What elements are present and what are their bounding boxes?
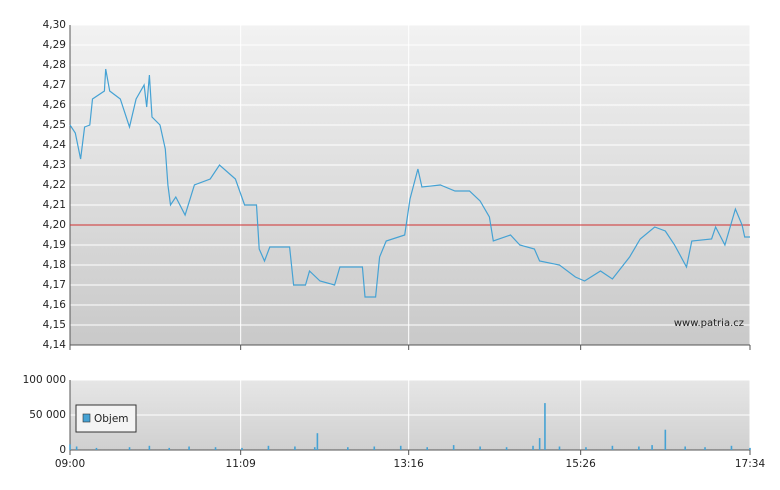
y-tick-label: 4,29 (43, 39, 66, 51)
volume-bar (532, 445, 534, 450)
volume-bar (664, 429, 667, 450)
y-tick-label: 4,20 (43, 219, 66, 231)
volume-bar (75, 446, 78, 450)
y-tick-label: 4,21 (43, 199, 66, 211)
volume-bar (128, 447, 131, 450)
volume-bar (313, 447, 316, 450)
volume-bar (148, 445, 151, 450)
volume-bar (347, 447, 349, 450)
volume-bar (479, 446, 481, 450)
y-tick-label: 4,15 (43, 319, 66, 331)
x-tick-label: 11:09 (226, 458, 256, 470)
x-tick-label: 15:26 (566, 458, 597, 470)
y-tick-label: 4,18 (43, 259, 66, 271)
price-line (69, 68, 750, 298)
y-tick-label: 4,19 (43, 239, 66, 251)
volume-bar (188, 446, 190, 450)
y-tick-label: 4,22 (43, 179, 66, 191)
watermark: www.patria.cz (674, 318, 744, 329)
y-tick-label: 50 000 (29, 409, 66, 421)
y-tick-label: 4,30 (43, 19, 66, 31)
y-tick-label: 4,27 (43, 79, 66, 91)
volume-bar (294, 446, 296, 450)
y-tick-label: 4,23 (43, 159, 66, 171)
volume-bar (684, 446, 686, 450)
volume-bar (538, 438, 541, 450)
volume-bar (730, 445, 733, 450)
y-tick-label: 4,26 (43, 99, 67, 111)
volume-bar (704, 447, 706, 450)
volume-bar (749, 447, 751, 450)
x-tick-label: 09:00 (55, 458, 85, 470)
y-tick-label: 4,24 (43, 139, 67, 151)
volume-bar (168, 447, 171, 450)
volume-bar (95, 447, 98, 450)
y-tick-label: 0 (59, 444, 66, 456)
volume-bar (585, 447, 587, 450)
volume-bar (399, 445, 402, 450)
volume-bar (426, 447, 428, 450)
volume-bar (505, 447, 508, 450)
y-tick-label: 4,25 (43, 119, 66, 131)
volume-bar (638, 446, 640, 450)
volume-bar (452, 445, 455, 450)
volume-bar (611, 445, 614, 450)
volume-bar (558, 446, 561, 450)
x-tick-label: 17:34 (735, 458, 766, 470)
y-tick-label: 100 000 (23, 374, 66, 386)
volume-bar (373, 446, 376, 450)
volume-bar (69, 444, 71, 450)
legend-swatch (82, 413, 91, 423)
x-tick-label: 13:16 (394, 458, 425, 470)
volume-bar (544, 403, 546, 450)
volume-bar (651, 445, 653, 450)
y-tick-label: 4,28 (43, 59, 66, 71)
volume-bar (241, 447, 243, 450)
y-tick-label: 4,16 (43, 299, 67, 311)
volume-bar (267, 445, 270, 450)
y-tick-label: 4,17 (43, 279, 66, 291)
volume-bar (316, 433, 319, 450)
volume-bar (214, 447, 217, 450)
legend-label: Objem (94, 413, 129, 425)
y-tick-label: 4,14 (43, 339, 67, 351)
